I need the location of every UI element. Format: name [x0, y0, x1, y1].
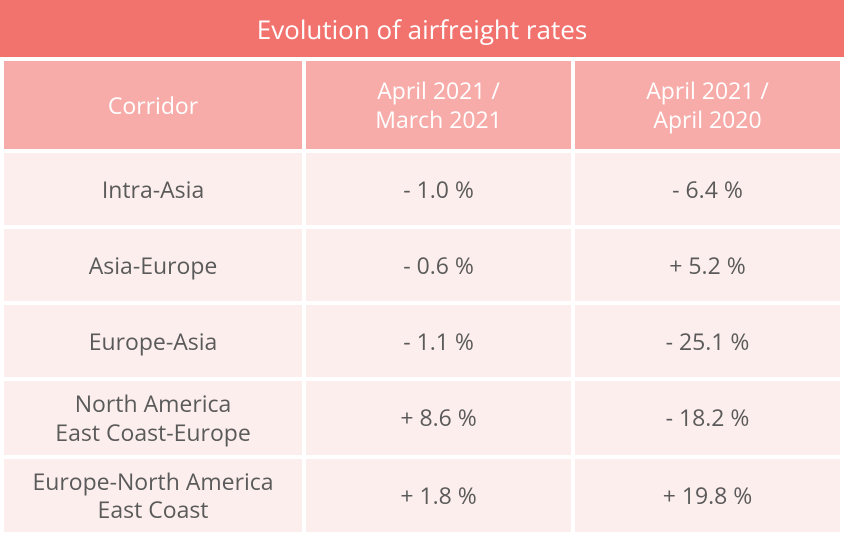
table-cell: Asia-Europe: [4, 229, 302, 301]
table-cell: - 0.6 %: [306, 229, 571, 301]
rates-table: CorridorApril 2021 /March 2021April 2021…: [0, 57, 844, 536]
table-row: Asia-Europe- 0.6 %+ 5.2 %: [4, 229, 840, 301]
table-cell: Europe-North AmericaEast Coast: [4, 459, 302, 533]
table-cell: Intra-Asia: [4, 153, 302, 225]
table-cell: - 1.0 %: [306, 153, 571, 225]
table-cell: - 18.2 %: [575, 381, 840, 455]
table-cell: - 6.4 %: [575, 153, 840, 225]
table-title: Evolution of airfreight rates: [0, 0, 844, 57]
table-cell: - 25.1 %: [575, 305, 840, 377]
column-header: April 2021 /April 2020: [575, 61, 840, 149]
table-cell: Europe-Asia: [4, 305, 302, 377]
table-cell: + 5.2 %: [575, 229, 840, 301]
airfreight-rates-table: Evolution of airfreight rates CorridorAp…: [0, 0, 844, 536]
table-body: Intra-Asia- 1.0 %- 6.4 %Asia-Europe- 0.6…: [4, 153, 840, 532]
table-cell: + 8.6 %: [306, 381, 571, 455]
table-head: CorridorApril 2021 /March 2021April 2021…: [4, 61, 840, 149]
column-header: Corridor: [4, 61, 302, 149]
table-cell: + 1.8 %: [306, 459, 571, 533]
header-row: CorridorApril 2021 /March 2021April 2021…: [4, 61, 840, 149]
table-cell: + 19.8 %: [575, 459, 840, 533]
table-row: Intra-Asia- 1.0 %- 6.4 %: [4, 153, 840, 225]
table-row: North AmericaEast Coast-Europe+ 8.6 %- 1…: [4, 381, 840, 455]
column-header: April 2021 /March 2021: [306, 61, 571, 149]
table-row: Europe-Asia- 1.1 %- 25.1 %: [4, 305, 840, 377]
table-cell: North AmericaEast Coast-Europe: [4, 381, 302, 455]
table-row: Europe-North AmericaEast Coast+ 1.8 %+ 1…: [4, 459, 840, 533]
table-cell: - 1.1 %: [306, 305, 571, 377]
